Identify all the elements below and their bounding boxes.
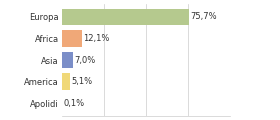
Text: 12,1%: 12,1%	[83, 34, 110, 43]
Text: 5,1%: 5,1%	[71, 77, 93, 86]
Text: 7,0%: 7,0%	[75, 55, 96, 65]
Bar	[62, 52, 73, 68]
Bar	[62, 9, 189, 25]
Bar	[62, 73, 70, 90]
Text: 75,7%: 75,7%	[190, 12, 217, 21]
Bar	[62, 30, 82, 47]
Text: 0,1%: 0,1%	[63, 99, 84, 108]
